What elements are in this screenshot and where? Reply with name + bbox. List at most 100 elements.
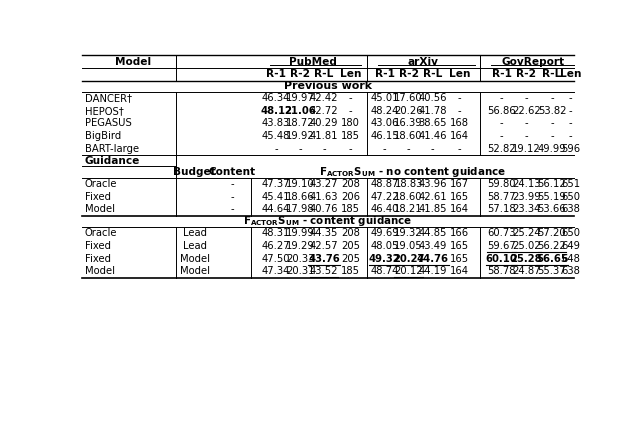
Text: 19.10: 19.10 [286,179,314,189]
Text: 164: 164 [451,266,469,276]
Text: 46.34: 46.34 [262,93,291,103]
Text: Model: Model [84,204,115,214]
Text: R-2: R-2 [516,69,536,79]
Text: 52.82: 52.82 [487,144,516,154]
Text: 18.60: 18.60 [394,192,423,202]
Text: 59.80: 59.80 [487,179,516,189]
Text: 48.24: 48.24 [371,106,399,116]
Text: 43.52: 43.52 [310,266,339,276]
Text: 205: 205 [341,241,360,251]
Text: 205: 205 [341,253,360,263]
Text: $\mathbf{F}_{\mathbf{ACTOR}}\mathbf{S}_{\mathbf{UM}}$ - content guidance: $\mathbf{F}_{\mathbf{ACTOR}}\mathbf{S}_{… [243,214,413,228]
Text: 49.69: 49.69 [371,228,399,238]
Text: 168: 168 [451,118,469,128]
Text: 44.85: 44.85 [419,228,447,238]
Text: -: - [407,144,410,154]
Text: 22.62: 22.62 [512,106,541,116]
Text: R-2: R-2 [399,69,419,79]
Text: 43.49: 43.49 [419,241,447,251]
Text: 206: 206 [341,192,360,202]
Text: 650: 650 [561,192,580,202]
Text: 649: 649 [561,241,580,251]
Text: 165: 165 [450,241,469,251]
Text: 19.32: 19.32 [394,228,423,238]
Text: Fixed: Fixed [84,192,111,202]
Text: 43.27: 43.27 [310,179,339,189]
Text: -: - [569,93,572,103]
Text: BigBird: BigBird [84,131,121,141]
Text: 208: 208 [341,179,360,189]
Text: 18.72: 18.72 [286,118,314,128]
Text: Len: Len [560,69,581,79]
Text: 16.39: 16.39 [394,118,423,128]
Text: 180: 180 [341,118,360,128]
Text: R-L: R-L [314,69,334,79]
Text: 185: 185 [341,204,360,214]
Text: -: - [550,118,554,128]
Text: -: - [323,144,326,154]
Text: 638: 638 [561,204,580,214]
Text: Budget: Budget [173,167,216,177]
Text: 46.27: 46.27 [262,241,291,251]
Text: 48.74: 48.74 [371,266,399,276]
Text: 17.60: 17.60 [394,93,423,103]
Text: 47.37: 47.37 [262,179,291,189]
Text: 57.20: 57.20 [538,228,566,238]
Text: Oracle: Oracle [84,179,117,189]
Text: 185: 185 [341,131,360,141]
Text: 60.10: 60.10 [486,253,518,263]
Text: -: - [349,106,352,116]
Text: 19.97: 19.97 [285,93,314,103]
Text: R-1: R-1 [374,69,395,79]
Text: 41.63: 41.63 [310,192,339,202]
Text: 18.83: 18.83 [394,179,423,189]
Text: HEPOS†: HEPOS† [84,106,124,116]
Text: GovReport: GovReport [502,56,565,66]
Text: 43.06: 43.06 [371,118,399,128]
Text: 21.06: 21.06 [284,106,316,116]
Text: 43.96: 43.96 [419,179,447,189]
Text: 46.40: 46.40 [371,204,399,214]
Text: 44.76: 44.76 [417,253,449,263]
Text: 19.05: 19.05 [394,241,423,251]
Text: 56.86: 56.86 [487,106,516,116]
Text: 40.56: 40.56 [419,93,447,103]
Text: 185: 185 [341,266,360,276]
Text: -: - [500,93,504,103]
Text: 165: 165 [450,253,469,263]
Text: 58.77: 58.77 [487,192,516,202]
Text: 20.12: 20.12 [394,266,423,276]
Text: -: - [569,106,572,116]
Text: 17.98: 17.98 [286,204,314,214]
Text: 48.87: 48.87 [371,179,399,189]
Text: 58.78: 58.78 [487,266,516,276]
Text: R-1: R-1 [492,69,511,79]
Text: 20.27: 20.27 [393,253,424,263]
Text: Len: Len [340,69,361,79]
Text: 25.28: 25.28 [511,253,542,263]
Text: 44.64: 44.64 [262,204,291,214]
Text: 42.72: 42.72 [310,106,339,116]
Text: BART-large: BART-large [84,144,139,154]
Text: Lead: Lead [182,241,207,251]
Text: -: - [298,144,302,154]
Text: -: - [383,144,387,154]
Text: 48.31: 48.31 [262,228,291,238]
Text: 43.76: 43.76 [308,253,340,263]
Text: 60.73: 60.73 [487,228,516,238]
Text: R-2: R-2 [290,69,310,79]
Text: 49.99: 49.99 [538,144,566,154]
Text: -: - [525,118,528,128]
Text: 49.32: 49.32 [369,253,401,263]
Text: 20.31: 20.31 [286,266,314,276]
Text: 20.33: 20.33 [286,253,314,263]
Text: 55.19: 55.19 [538,192,566,202]
Text: -: - [550,93,554,103]
Text: 18.66: 18.66 [286,192,314,202]
Text: 41.81: 41.81 [310,131,339,141]
Text: -: - [349,93,352,103]
Text: 167: 167 [450,179,469,189]
Text: 18.21: 18.21 [394,204,423,214]
Text: 42.42: 42.42 [310,93,339,103]
Text: 41.46: 41.46 [419,131,447,141]
